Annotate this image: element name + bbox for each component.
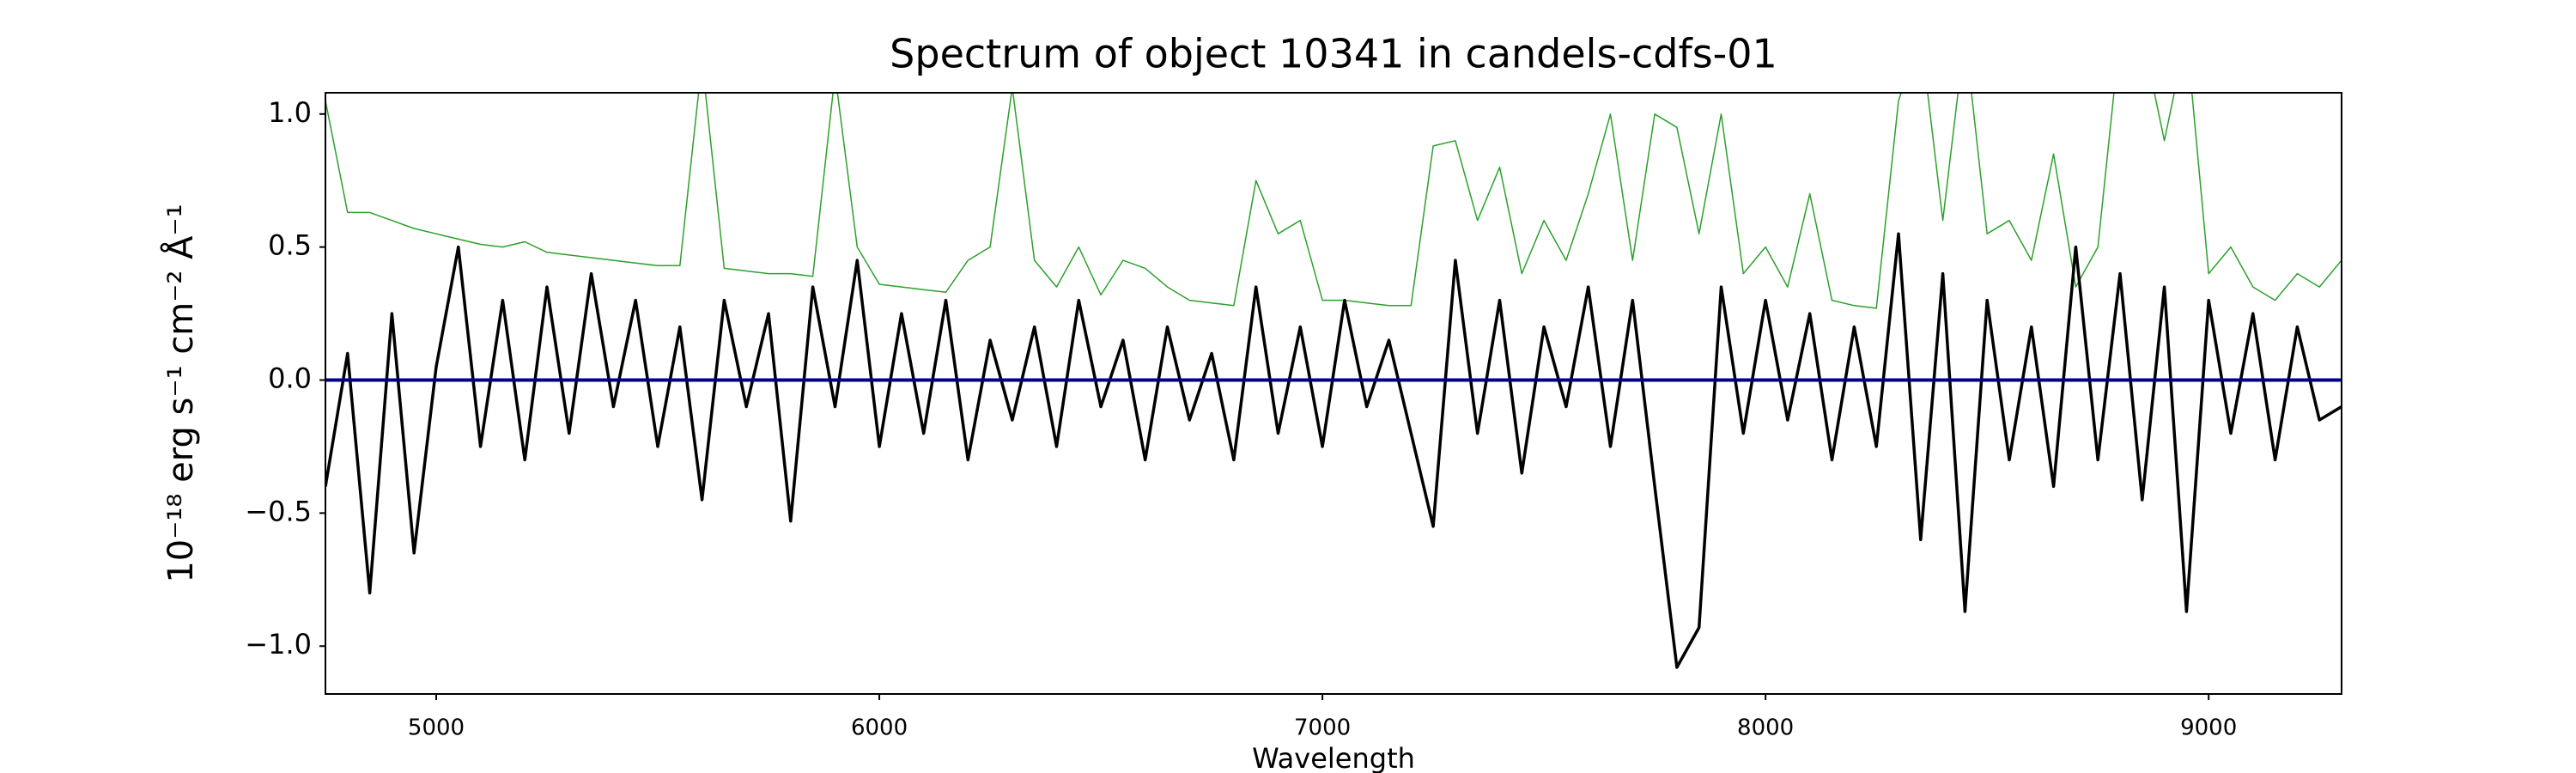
- chart-title: Spectrum of object 10341 in candels-cdfs…: [890, 31, 1777, 77]
- spectrum-line: [325, 232, 2342, 669]
- x-tick-label: 9000: [2180, 715, 2237, 741]
- x-tick-label: 8000: [1737, 715, 1794, 741]
- y-tick-label: −1.0: [245, 628, 312, 660]
- plot-frame: [325, 92, 2342, 695]
- x-tick-label: 5000: [408, 715, 465, 741]
- x-axis-label: Wavelength: [1252, 742, 1415, 773]
- x-tick-label: 7000: [1294, 715, 1351, 741]
- y-tick-label: 0.0: [268, 362, 312, 395]
- x-tick-label: 6000: [851, 715, 908, 741]
- y-axis-label: 10⁻¹⁸ erg s⁻¹ cm⁻² Å⁻¹: [160, 204, 201, 582]
- y-tick-label: −0.5: [245, 495, 312, 527]
- y-tick-label: 0.5: [268, 229, 312, 262]
- spectrum-line: [325, 93, 2342, 309]
- y-tick-label: 1.0: [268, 96, 312, 129]
